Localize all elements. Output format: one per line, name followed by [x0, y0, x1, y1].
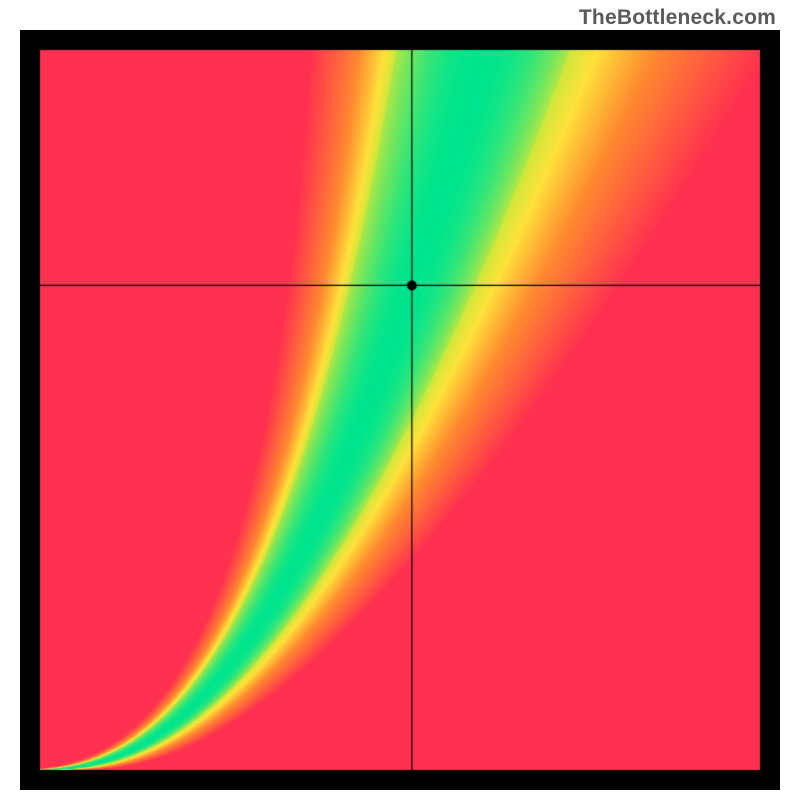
watermark-text: TheBottleneck.com — [579, 6, 776, 30]
bottleneck-heatmap — [20, 30, 780, 790]
